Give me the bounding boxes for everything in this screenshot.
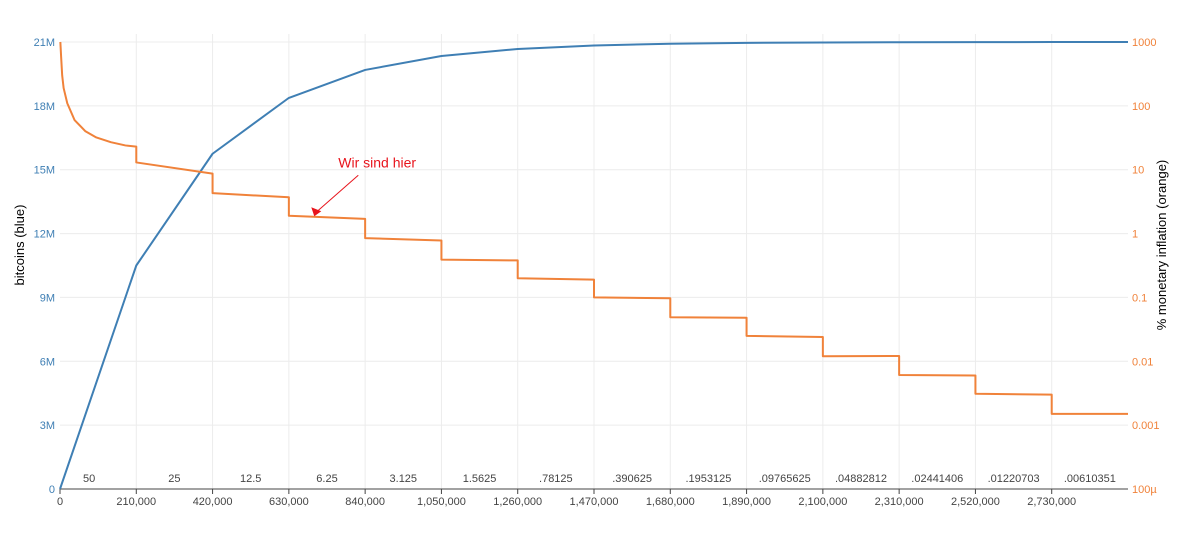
block-reward-label: .01220703 xyxy=(988,473,1040,485)
block-reward-label: 3.125 xyxy=(390,473,418,485)
x-tick-label: 1,050,000 xyxy=(417,496,466,508)
y-tick-label-left: 21M xyxy=(34,37,55,49)
x-tick-label: 1,260,000 xyxy=(493,496,542,508)
bitcoins-series-line xyxy=(59,41,1129,490)
y-tick-label-left: 6M xyxy=(40,356,55,368)
block-reward-label: .00610351 xyxy=(1064,473,1116,485)
block-reward-label: .04882812 xyxy=(835,473,887,485)
y-tick-label-right: 0.001 xyxy=(1132,420,1160,432)
axes xyxy=(59,488,1128,494)
block-reward-label: .78125 xyxy=(539,473,573,485)
y-tick-label-right: 0.1 xyxy=(1132,292,1147,304)
y-axis-title-left: bitcoins (blue) xyxy=(12,205,27,286)
x-tick-label: 420,000 xyxy=(193,496,233,508)
x-tick-label: 1,680,000 xyxy=(646,496,695,508)
block-reward-label: 1.5625 xyxy=(463,473,497,485)
y-tick-label-right: 10 xyxy=(1132,165,1144,177)
gridlines xyxy=(60,34,1128,489)
block-reward-label: 6.25 xyxy=(316,473,337,485)
annotation: Wir sind hier xyxy=(311,154,416,217)
series-lines xyxy=(59,41,1129,490)
block-reward-label: 12.5 xyxy=(240,473,261,485)
inflation-series-line xyxy=(59,41,1128,415)
annotation-arrow-line xyxy=(316,174,359,212)
y-tick-label-right: 100µ xyxy=(1132,484,1157,496)
annotation-arrow-head xyxy=(311,207,322,217)
tick-labels: 0 210,000 420,000 630,000 840,000 1,050,000 1,… xyxy=(34,37,1160,508)
block-reward-label: .1953125 xyxy=(685,473,731,485)
block-reward-label: .09765625 xyxy=(759,473,811,485)
y-tick-label-left: 12M xyxy=(34,229,55,241)
x-tick-label: 1,890,000 xyxy=(722,496,771,508)
y-tick-label-left: 18M xyxy=(34,101,55,113)
x-tick-label: 2,520,000 xyxy=(951,496,1000,508)
block-reward-label: .390625 xyxy=(612,473,652,485)
annotation-text: Wir sind hier xyxy=(338,154,416,170)
y-tick-label-left: 3M xyxy=(40,420,55,432)
y-axis-title-right: % monetary inflation (orange) xyxy=(1154,160,1169,331)
block-reward-label: 25 xyxy=(168,473,180,485)
y-tick-label-right: 100 xyxy=(1132,101,1150,113)
y-tick-label-right: 1000 xyxy=(1132,37,1156,49)
x-tick-label: 1,470,000 xyxy=(570,496,619,508)
x-tick-label: 840,000 xyxy=(345,496,385,508)
x-tick-label: 2,310,000 xyxy=(875,496,924,508)
y-tick-label-right: 1 xyxy=(1132,229,1138,241)
x-tick-label: 210,000 xyxy=(116,496,156,508)
block-reward-label: 50 xyxy=(83,473,95,485)
x-tick-label: 0 xyxy=(57,496,63,508)
y-tick-label-right: 0.01 xyxy=(1132,356,1153,368)
x-tick-label: 2,730,000 xyxy=(1027,496,1076,508)
x-tick-label: 630,000 xyxy=(269,496,309,508)
block-reward-label: .02441406 xyxy=(911,473,963,485)
y-tick-label-left: 0 xyxy=(49,484,55,496)
x-tick-label: 2,100,000 xyxy=(798,496,847,508)
y-tick-label-left: 15M xyxy=(34,165,55,177)
y-tick-label-left: 9M xyxy=(40,292,55,304)
